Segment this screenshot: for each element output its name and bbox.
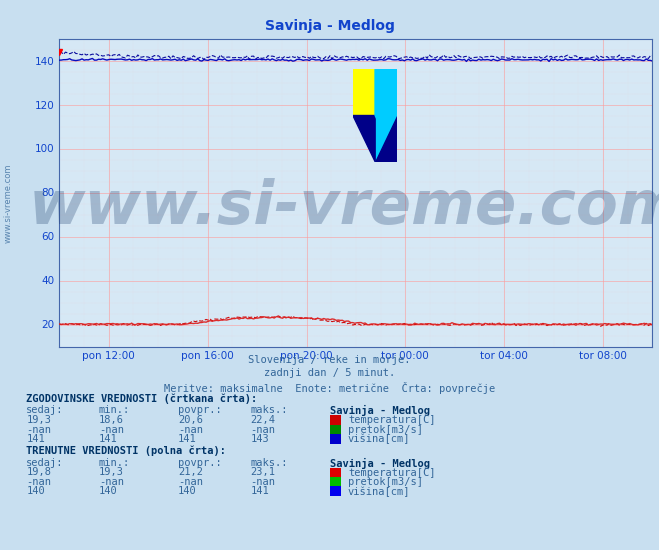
Text: 141: 141 (178, 434, 196, 444)
Text: www.si-vreme.com: www.si-vreme.com (4, 164, 13, 243)
Text: povpr.:: povpr.: (178, 405, 221, 415)
Text: 143: 143 (250, 434, 269, 444)
Text: -nan: -nan (178, 477, 203, 487)
Text: 141: 141 (250, 486, 269, 496)
Text: -nan: -nan (99, 477, 124, 487)
Text: 140: 140 (99, 486, 117, 496)
Text: Savinja - Medlog: Savinja - Medlog (330, 458, 430, 469)
Text: Savinja - Medlog: Savinja - Medlog (264, 19, 395, 33)
Text: www.si-vreme.com: www.si-vreme.com (29, 178, 659, 238)
Text: min.:: min.: (99, 458, 130, 468)
Text: min.:: min.: (99, 405, 130, 415)
Text: 141: 141 (26, 434, 45, 444)
Text: 22,4: 22,4 (250, 415, 275, 425)
Text: temperatura[C]: temperatura[C] (348, 415, 436, 425)
Text: sedaj:: sedaj: (26, 458, 64, 468)
Text: višina[cm]: višina[cm] (348, 434, 411, 444)
Text: višina[cm]: višina[cm] (348, 486, 411, 497)
Text: Meritve: maksimalne  Enote: metrične  Črta: povprečje: Meritve: maksimalne Enote: metrične Črta… (164, 382, 495, 394)
Text: maks.:: maks.: (250, 405, 288, 415)
Text: 23,1: 23,1 (250, 468, 275, 477)
Text: ZGODOVINSKE VREDNOSTI (črtkana črta):: ZGODOVINSKE VREDNOSTI (črtkana črta): (26, 393, 258, 404)
Text: povpr.:: povpr.: (178, 458, 221, 468)
Text: Savinja - Medlog: Savinja - Medlog (330, 405, 430, 416)
Text: TRENUTNE VREDNOSTI (polna črta):: TRENUTNE VREDNOSTI (polna črta): (26, 446, 226, 456)
Text: -nan: -nan (250, 425, 275, 435)
Text: 141: 141 (99, 434, 117, 444)
Text: 18,6: 18,6 (99, 415, 124, 425)
Text: pretok[m3/s]: pretok[m3/s] (348, 425, 423, 435)
Text: 140: 140 (26, 486, 45, 496)
Text: sedaj:: sedaj: (26, 405, 64, 415)
Text: 19,3: 19,3 (99, 468, 124, 477)
Text: -nan: -nan (99, 425, 124, 435)
Text: 20,6: 20,6 (178, 415, 203, 425)
Text: 19,3: 19,3 (26, 415, 51, 425)
Text: 140: 140 (178, 486, 196, 496)
Text: -nan: -nan (26, 425, 51, 435)
Text: Slovenija / reke in morje.: Slovenija / reke in morje. (248, 355, 411, 365)
Text: temperatura[C]: temperatura[C] (348, 468, 436, 477)
Text: -nan: -nan (178, 425, 203, 435)
Text: -nan: -nan (250, 477, 275, 487)
Text: pretok[m3/s]: pretok[m3/s] (348, 477, 423, 487)
Text: 19,8: 19,8 (26, 468, 51, 477)
Text: maks.:: maks.: (250, 458, 288, 468)
Text: zadnji dan / 5 minut.: zadnji dan / 5 minut. (264, 368, 395, 378)
Text: -nan: -nan (26, 477, 51, 487)
Text: 21,2: 21,2 (178, 468, 203, 477)
